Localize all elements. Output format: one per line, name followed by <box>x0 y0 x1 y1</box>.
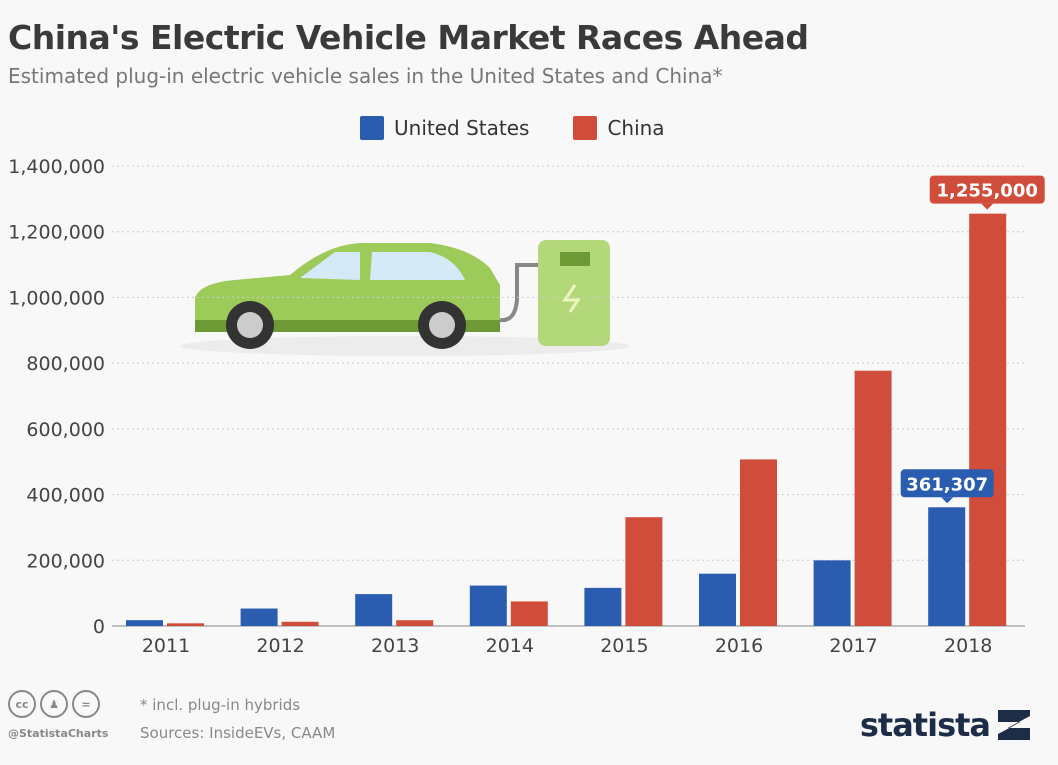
car-illustration <box>180 240 630 356</box>
data-label: 1,255,000 <box>937 181 1038 202</box>
bar-chart: 0 200,000 400,000 600,000 800,000 1,000,000 1,… <box>8 156 1045 657</box>
data-label-box <box>900 469 994 498</box>
data-label-pointer <box>981 203 994 210</box>
legend-label-us: United States <box>394 116 530 140</box>
bar-china-2013 <box>396 620 434 626</box>
bar-china-2012 <box>281 621 319 626</box>
legend-item-china: China <box>573 116 665 140</box>
bar-china-2016 <box>740 459 777 626</box>
x-tick-label: 2011 <box>142 635 190 657</box>
y-tick-label: 600,000 <box>26 419 105 441</box>
data-label: 361,307 <box>906 474 988 495</box>
legend-item-us: United States <box>360 116 529 140</box>
cc-icon: cc <box>8 690 36 718</box>
y-tick-label: 1,200,000 <box>8 222 105 244</box>
statista-logo-icon <box>998 710 1030 740</box>
y-tick-label: 1,000,000 <box>8 287 105 309</box>
legend-swatch-us <box>360 116 384 140</box>
statista-logo: statista <box>860 706 1030 744</box>
x-tick-label: 2012 <box>256 635 304 657</box>
bar-united-states-2018 <box>928 507 966 626</box>
cc-license-icons: cc ♟ = <box>8 690 100 718</box>
y-tick-label: 400,000 <box>26 485 105 507</box>
bar-united-states-2012 <box>240 608 278 626</box>
chart-subtitle: Estimated plug-in electric vehicle sales… <box>8 64 723 88</box>
bar-china-2014 <box>510 601 548 626</box>
footnote: * incl. plug-in hybrids <box>140 696 301 714</box>
bar-united-states-2017 <box>813 560 851 626</box>
x-tick-label: 2013 <box>371 635 419 657</box>
legend-swatch-china <box>573 116 598 140</box>
legend-label-china: China <box>607 116 665 140</box>
bar-china-2018 <box>969 213 1007 626</box>
y-tick-label: 800,000 <box>26 353 105 375</box>
x-tick-label: 2018 <box>944 635 992 657</box>
x-tick-label: 2015 <box>600 635 648 657</box>
x-tick-label: 2017 <box>829 635 877 657</box>
nd-icon: = <box>72 690 100 718</box>
chart-title: China's Electric Vehicle Market Races Ah… <box>8 18 809 57</box>
bar-united-states-2013 <box>355 594 393 626</box>
data-label-box <box>929 175 1045 204</box>
bar-united-states-2015 <box>584 587 622 626</box>
logo-text: statista <box>859 706 991 744</box>
y-tick-label: 0 <box>93 616 105 638</box>
sources: Sources: InsideEVs, CAAM <box>140 724 336 742</box>
bar-china-2017 <box>854 370 892 626</box>
data-label-pointer <box>941 497 954 504</box>
bar-china-2015 <box>625 517 663 626</box>
bar-united-states-2011 <box>126 620 163 626</box>
y-tick-label: 200,000 <box>26 550 105 572</box>
x-tick-label: 2014 <box>486 635 534 657</box>
bar-united-states-2014 <box>469 585 507 626</box>
by-icon: ♟ <box>40 690 68 718</box>
bar-united-states-2016 <box>699 573 736 626</box>
bar-china-2011 <box>167 623 204 626</box>
legend: United States China <box>360 116 665 140</box>
twitter-handle[interactable]: @StatistaCharts <box>8 727 109 740</box>
x-tick-label: 2016 <box>715 635 763 657</box>
y-tick-label: 1,400,000 <box>8 156 105 178</box>
